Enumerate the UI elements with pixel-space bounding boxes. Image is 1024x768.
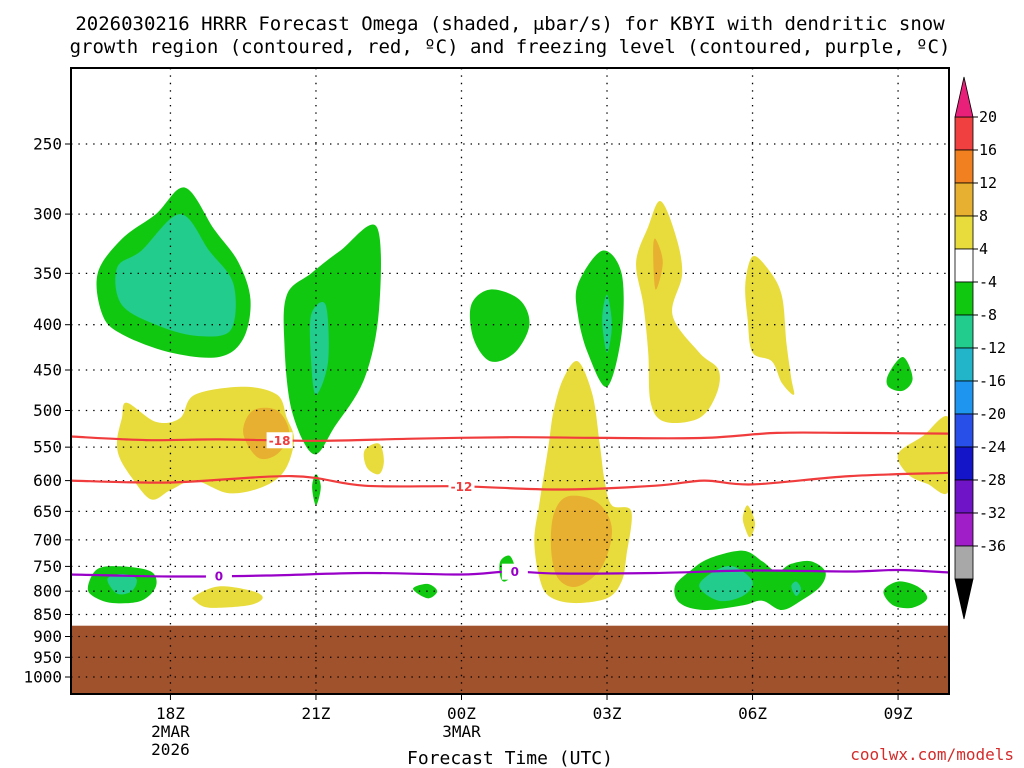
omega-region-neg8 <box>115 214 236 337</box>
colorbar-label: 16 <box>979 141 997 159</box>
colorbar-swatch <box>954 347 974 382</box>
omega-region-pos8 <box>653 238 663 290</box>
pressure-tick-label: 500 <box>33 401 62 420</box>
omega-region-neg8 <box>107 574 137 595</box>
time-tick-label: 21Z <box>302 704 331 723</box>
omega-region-neg4 <box>413 583 438 599</box>
colorbar-label: 20 <box>979 108 997 126</box>
colorbar-bottom-arrow <box>954 578 974 620</box>
colorbar-swatch <box>954 512 974 547</box>
colorbar-swatch <box>954 380 974 415</box>
colorbar-label: -4 <box>979 273 997 291</box>
grid-lines <box>71 68 949 694</box>
pressure-tick-label: 800 <box>33 582 62 601</box>
omega-colorbar: 20 16 12 8 4 -4 -8 -12 -16 -20 -24 -28 -32 -36 <box>954 76 1006 620</box>
omega-region-neg4 <box>883 581 928 609</box>
colorbar-swatch <box>954 182 974 217</box>
x-axis-label: Forecast Time (UTC) <box>407 748 613 768</box>
colorbar-swatch <box>954 479 974 514</box>
time-tick-label: 18Z <box>156 704 185 723</box>
contour-label-background <box>266 432 293 449</box>
colorbar-swatch <box>954 149 974 184</box>
colorbar-label: -36 <box>979 537 1006 555</box>
pressure-tick-label: 550 <box>33 438 62 457</box>
pressure-tick-label: 450 <box>33 360 62 379</box>
omega-region-neg8 <box>791 581 801 597</box>
contour-labels: -18 -12 0 0 <box>205 432 528 585</box>
colorbar-label: -8 <box>979 306 997 324</box>
colorbar-swatch <box>954 545 974 580</box>
omega-region-pos8 <box>550 495 612 588</box>
colorbar-swatch <box>954 215 974 250</box>
colorbar-label: -20 <box>979 405 1006 423</box>
time-tick-date-label: 3MAR <box>442 722 481 741</box>
omega-region-neg4 <box>312 474 321 506</box>
colorbar-label: 4 <box>979 240 988 258</box>
isotherm-line <box>71 431 949 442</box>
pressure-tick-label: 250 <box>33 135 62 154</box>
colorbar-swatch <box>954 281 974 316</box>
pressure-tick-label: 350 <box>33 264 62 283</box>
pressure-tick-label: 900 <box>33 627 62 646</box>
pressure-tick-label: 1000 <box>23 668 62 687</box>
colorbar-label: 8 <box>979 207 988 225</box>
omega-region-neg4 <box>283 224 381 455</box>
colorbar-swatch <box>954 413 974 448</box>
omega-region-pos4 <box>192 586 263 608</box>
colorbar-label: -16 <box>979 372 1006 390</box>
time-tick-year-label: 2026 <box>151 740 190 759</box>
omega-region-neg8 <box>699 565 753 602</box>
ground-below-surface <box>71 625 949 694</box>
colorbar-swatch <box>954 446 974 481</box>
time-tick-label: 00Z <box>447 704 476 723</box>
pressure-tick-label: 650 <box>33 502 62 521</box>
chart-title-line-1: 2026030216 HRRR Forecast Omega (shaded, … <box>75 13 945 35</box>
plot-area <box>71 68 949 694</box>
omega-shading <box>87 187 949 611</box>
credit-text: coolwx.com/models <box>850 745 1014 764</box>
colorbar-label: -28 <box>979 471 1006 489</box>
pressure-tick-label: 700 <box>33 530 62 549</box>
pressure-tick-label: 950 <box>33 648 62 667</box>
omega-region-neg8 <box>309 301 329 395</box>
pressure-tick-label: 300 <box>33 205 62 224</box>
colorbar-top-arrow <box>954 76 974 118</box>
colorbar-label: 12 <box>979 174 997 192</box>
freezing-level-contour-label: 0 <box>215 570 223 584</box>
contour-label-background <box>205 568 232 585</box>
omega-region-neg4 <box>469 289 530 362</box>
pressure-tick-label: 750 <box>33 557 62 576</box>
time-tick-label: 09Z <box>884 704 913 723</box>
isotherm-line <box>71 471 949 491</box>
contour-label-background <box>501 563 528 580</box>
omega-region-neg8 <box>602 294 612 353</box>
chart-title-line-2: growth region (contoured, red, ºC) and f… <box>70 36 951 58</box>
pressure-axis: 250 300 350 400 450 500 550 600 650 700 750 800 850 9… <box>23 135 71 687</box>
time-tick-date-label: 2MAR <box>151 722 190 741</box>
time-tick-label: 03Z <box>593 704 622 723</box>
dgz-top-contour-label: -18 <box>269 434 291 448</box>
omega-region-pos4 <box>745 255 795 395</box>
pressure-tick-label: 400 <box>33 315 62 334</box>
colorbar-label: -12 <box>979 339 1006 357</box>
time-tick-label: 06Z <box>738 704 767 723</box>
pressure-tick-label: 600 <box>33 471 62 490</box>
omega-region-neg4 <box>886 356 913 392</box>
omega-region-neg4 <box>575 250 624 387</box>
colorbar-swatch <box>954 314 974 349</box>
colorbar-label: -24 <box>979 438 1006 456</box>
colorbar-label: -32 <box>979 504 1006 522</box>
freezing-level-contour-label-right: 0 <box>511 565 519 579</box>
contour-label-background <box>448 478 475 495</box>
colorbar-swatch <box>954 116 974 151</box>
pressure-tick-label: 850 <box>33 605 62 624</box>
omega-region-pos4 <box>363 443 384 475</box>
colorbar-swatch <box>954 248 974 283</box>
plot-frame <box>70 67 950 695</box>
dgz-bottom-contour-label: -12 <box>451 480 473 494</box>
